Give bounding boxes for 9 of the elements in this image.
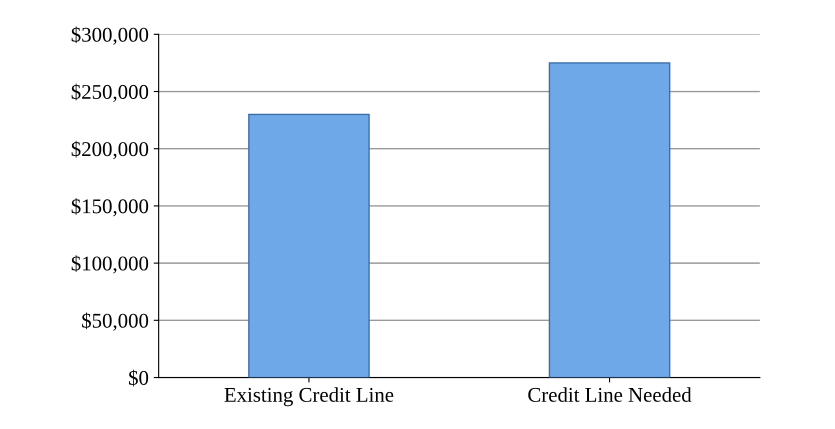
x-tick-label: Existing Credit Line xyxy=(224,387,394,406)
y-tick-label: $150,000 xyxy=(72,198,148,216)
y-tick-label: $0 xyxy=(128,370,148,386)
y-tick-label: $300,000 xyxy=(72,26,148,45)
y-tick-label: $200,000 xyxy=(72,140,148,160)
x-tick-label: Credit Line Needed xyxy=(528,387,692,402)
y-tick-label: $50,000 xyxy=(82,312,148,331)
y-tick-label: $250,000 xyxy=(72,84,148,102)
y-tick-label: $100,000 xyxy=(72,255,148,274)
